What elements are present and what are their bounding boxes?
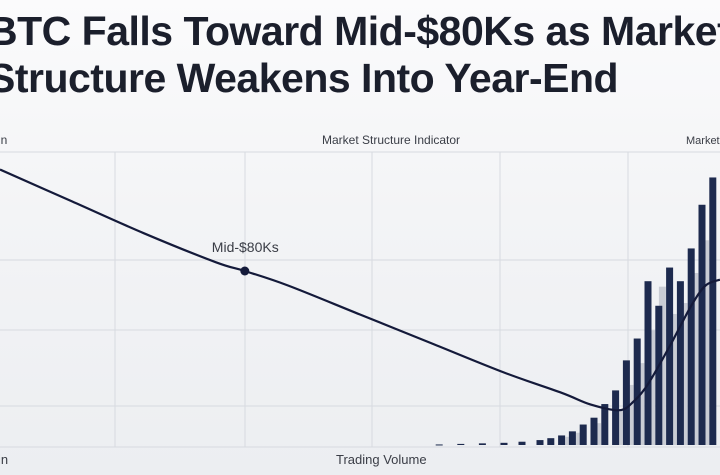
headline-line-1: BTC Falls Toward Mid-$80Ks as Market bbox=[0, 8, 720, 54]
volume-bar-light bbox=[658, 286, 666, 445]
volume-bar-light bbox=[691, 273, 699, 445]
volume-bar-light bbox=[702, 240, 710, 445]
volume-bar-light bbox=[637, 363, 645, 445]
volume-bar-dark bbox=[536, 440, 544, 445]
volume-bar-light bbox=[648, 330, 656, 445]
top-right-label: Market bbox=[686, 135, 720, 147]
top-center-label: Market Structure Indicator bbox=[322, 133, 460, 147]
grid bbox=[0, 151, 720, 448]
volume-bar-dark bbox=[676, 281, 684, 445]
volume-bar-dark bbox=[601, 404, 609, 445]
top-left-label: in bbox=[0, 133, 7, 147]
annotation-label: Mid-$80Ks bbox=[212, 239, 279, 255]
volume-bar-light bbox=[576, 432, 584, 445]
volume-bar-dark bbox=[518, 441, 526, 445]
volume-bar-light bbox=[669, 313, 677, 445]
volume-bar-dark bbox=[655, 305, 663, 445]
volume-bar-dark bbox=[478, 443, 486, 445]
bottom-left-label: in bbox=[0, 452, 8, 467]
headline-line-2: Structure Weakens Into Year-End bbox=[0, 55, 619, 101]
volume-bar-dark bbox=[709, 177, 717, 445]
volume-bar-light bbox=[615, 409, 623, 445]
volume-bar-dark bbox=[622, 360, 630, 445]
volume-bar-dark bbox=[612, 390, 620, 445]
volume-bar-dark bbox=[698, 204, 706, 445]
volume-bar-dark bbox=[547, 438, 555, 445]
volume-bar-dark bbox=[500, 442, 508, 445]
volume-bar-light bbox=[565, 436, 573, 445]
volume-bar-dark bbox=[435, 444, 443, 446]
annotation-marker bbox=[240, 266, 250, 276]
volume-bar-dark bbox=[644, 281, 652, 445]
volume-bar-light bbox=[680, 303, 688, 445]
volume-bar-dark bbox=[666, 267, 674, 445]
volume-bar-dark bbox=[568, 431, 576, 445]
volume-bar-dark bbox=[687, 248, 695, 445]
volume-bar-dark bbox=[579, 424, 587, 445]
volume-bars-dark bbox=[435, 177, 717, 446]
volume-bars-light bbox=[565, 240, 710, 445]
x-axis-label: Trading Volume bbox=[336, 452, 427, 467]
volume-bar-light bbox=[626, 384, 634, 445]
volume-bar-dark bbox=[633, 338, 641, 445]
volume-bar-light bbox=[594, 423, 602, 445]
volume-bar-dark bbox=[558, 435, 566, 445]
volume-bar-dark bbox=[590, 417, 598, 445]
headline: BTC Falls Toward Mid-$80Ks as Market Str… bbox=[0, 8, 720, 102]
volume-bar-dark bbox=[457, 443, 465, 445]
price-line bbox=[0, 168, 720, 412]
